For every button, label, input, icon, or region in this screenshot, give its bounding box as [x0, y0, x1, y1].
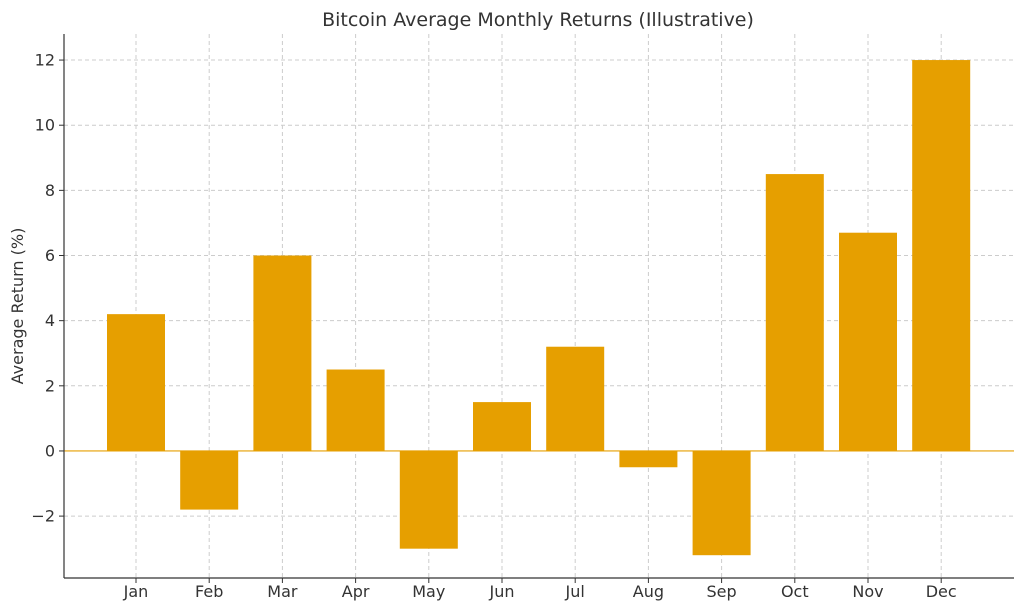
x-tick-label-jun: Jun: [489, 582, 515, 601]
x-tick-label-jul: Jul: [565, 582, 585, 601]
bar-jun: [473, 402, 531, 451]
bar-nov: [839, 232, 897, 451]
y-tick-label: 8: [45, 181, 55, 200]
bar-feb: [180, 450, 239, 510]
y-tick-label: 2: [45, 376, 55, 395]
bar-apr: [326, 369, 385, 451]
y-tick-label: 4: [45, 311, 55, 330]
y-tick-label: 12: [35, 51, 55, 70]
y-tick-label: 6: [45, 246, 55, 265]
x-tick-label-oct: Oct: [781, 582, 809, 601]
bar-sep: [692, 450, 751, 556]
x-tick-label-jan: Jan: [123, 582, 149, 601]
bar-jul: [546, 346, 605, 451]
chart-title: Bitcoin Average Monthly Returns (Illustr…: [322, 9, 754, 31]
x-tick-label-feb: Feb: [195, 582, 223, 601]
y-axis-label: Average Return (%): [8, 228, 27, 385]
x-tick-label-may: May: [412, 582, 445, 601]
bar-jan: [107, 314, 165, 451]
x-tick-label-mar: Mar: [267, 582, 298, 601]
bar-aug: [619, 450, 678, 468]
x-tick-label-nov: Nov: [852, 582, 883, 601]
x-tick-label-dec: Dec: [926, 582, 957, 601]
tick-labels: −2 0 2 4 6 8 10 12 Jan Feb Mar Apr May Jun Jul Aug Sep Oc…: [31, 51, 956, 601]
bar-mar: [253, 255, 312, 451]
x-tick-label-aug: Aug: [633, 582, 664, 601]
bar-oct: [765, 174, 824, 451]
x-tick-label-sep: Sep: [707, 582, 737, 601]
x-tick-label-apr: Apr: [342, 582, 370, 601]
bar-dec: [912, 60, 971, 451]
y-tick-label: 0: [45, 441, 55, 460]
bars: [107, 60, 971, 556]
bar-may: [399, 450, 458, 549]
axes: [59, 34, 1014, 583]
y-tick-label: 10: [35, 116, 55, 135]
y-tick-label: −2: [31, 507, 55, 526]
